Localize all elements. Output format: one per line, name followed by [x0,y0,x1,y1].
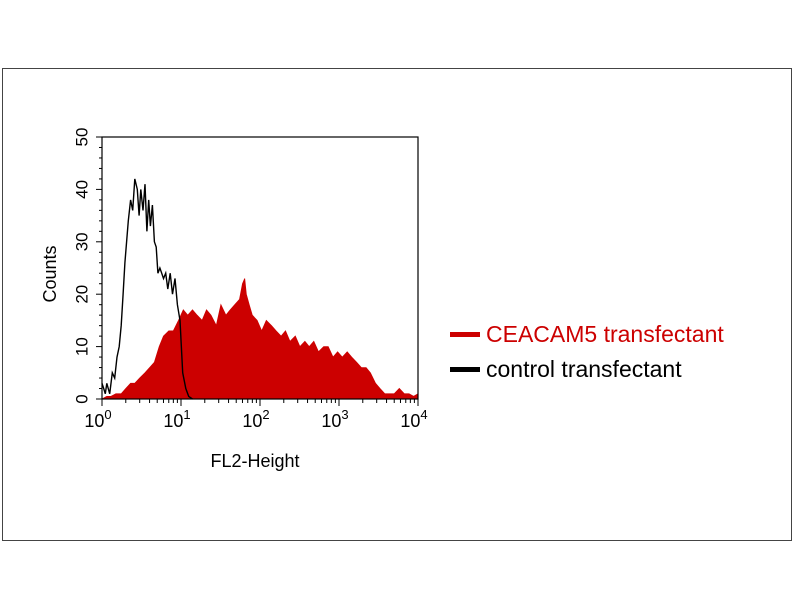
legend-label: CEACAM5 transfectant [486,321,724,347]
legend-swatch-black [450,366,480,372]
axis-layer: 0 10 20 30 40 50 100 101 102 103 104 [73,128,428,431]
histogram-chart: 0 10 20 30 40 50 100 101 102 103 104 FL2-Height Co… [40,128,428,471]
x-axis-label: FL2-Height [210,451,299,471]
x-tick-label: 100 [84,407,111,431]
legend-label: control transfectant [486,356,682,382]
series-layer [101,178,419,400]
y-tick-label: 10 [73,337,92,356]
legend-item-ceacam5: CEACAM5 transfectant [450,320,724,348]
y-tick-label: 30 [73,232,92,251]
x-tick-label: 101 [163,407,190,431]
x-tick-label: 103 [321,407,348,431]
figure-frame: 0 10 20 30 40 50 100 101 102 103 104 FL2-Height Co… [2,68,792,541]
x-tick-label: 102 [242,407,269,431]
y-tick-label: 20 [73,285,92,304]
y-tick-label: 0 [73,394,92,403]
x-tick-label: 104 [400,407,427,431]
legend-item-control: control transfectant [450,355,682,383]
series-ceacam5-area [101,278,419,400]
legend-swatch-red [450,331,480,337]
y-tick-label: 40 [73,180,92,199]
y-tick-label: 50 [73,128,92,147]
series-control-line [101,178,193,400]
y-axis-label: Counts [40,245,60,302]
